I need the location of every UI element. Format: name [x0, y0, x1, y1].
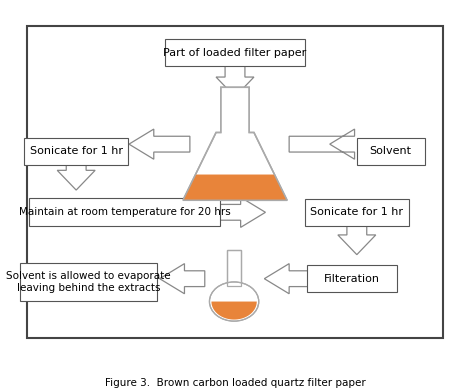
Text: Filteration: Filteration [324, 274, 380, 284]
Text: Maintain at room temperature for 20 hrs: Maintain at room temperature for 20 hrs [19, 207, 230, 217]
Polygon shape [212, 301, 257, 319]
Text: Sonicate for 1 hr: Sonicate for 1 hr [30, 146, 123, 156]
FancyBboxPatch shape [357, 138, 424, 165]
Polygon shape [220, 197, 266, 227]
Text: Solvent: Solvent [370, 146, 412, 156]
FancyBboxPatch shape [20, 264, 157, 301]
Polygon shape [183, 87, 287, 200]
FancyBboxPatch shape [24, 138, 128, 165]
Text: Solvent is allowed to evaporate
leaving behind the extracts: Solvent is allowed to evaporate leaving … [6, 271, 171, 293]
Polygon shape [183, 175, 287, 200]
Circle shape [210, 282, 258, 321]
FancyBboxPatch shape [29, 199, 220, 226]
FancyBboxPatch shape [165, 39, 305, 66]
Polygon shape [338, 224, 376, 255]
Bar [27, 26, 443, 338]
Text: Sonicate for 1 hr: Sonicate for 1 hr [310, 207, 403, 217]
Polygon shape [160, 264, 205, 294]
FancyBboxPatch shape [307, 265, 398, 292]
Polygon shape [289, 129, 354, 159]
Polygon shape [129, 129, 190, 159]
FancyBboxPatch shape [305, 199, 409, 226]
Polygon shape [57, 163, 95, 190]
Text: Figure 3.  Brown carbon loaded quartz filter paper: Figure 3. Brown carbon loaded quartz fil… [105, 378, 365, 388]
Polygon shape [216, 64, 254, 97]
Polygon shape [227, 250, 241, 286]
Polygon shape [264, 264, 309, 294]
Text: Part of loaded filter paper: Part of loaded filter paper [164, 48, 306, 58]
